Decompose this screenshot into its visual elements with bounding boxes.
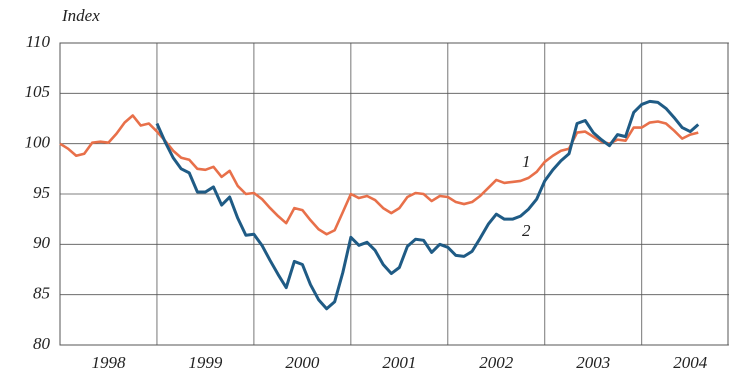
- series-label: 1: [522, 152, 531, 171]
- y-tick-label: 85: [33, 284, 50, 303]
- x-tick-label: 2004: [673, 353, 708, 372]
- y-tick-label: 105: [25, 82, 51, 101]
- y-tick-label: 95: [33, 183, 50, 202]
- line-series: [59, 114, 699, 236]
- x-tick-label: 2003: [576, 353, 610, 372]
- y-tick-label: 100: [25, 133, 51, 152]
- x-tick-label: 2002: [479, 353, 514, 372]
- x-tick-label: 2000: [285, 353, 320, 372]
- line-series: [155, 99, 700, 311]
- y-tick-label: 110: [26, 32, 51, 51]
- y-tick-label: 90: [33, 233, 51, 252]
- y-tick-label: 80: [33, 334, 51, 353]
- series-label: 2: [522, 221, 531, 240]
- x-tick-label: 1999: [188, 353, 223, 372]
- y-axis-label: Index: [61, 6, 100, 25]
- x-tick-label: 1998: [91, 353, 126, 372]
- x-tick-label: 2001: [382, 353, 416, 372]
